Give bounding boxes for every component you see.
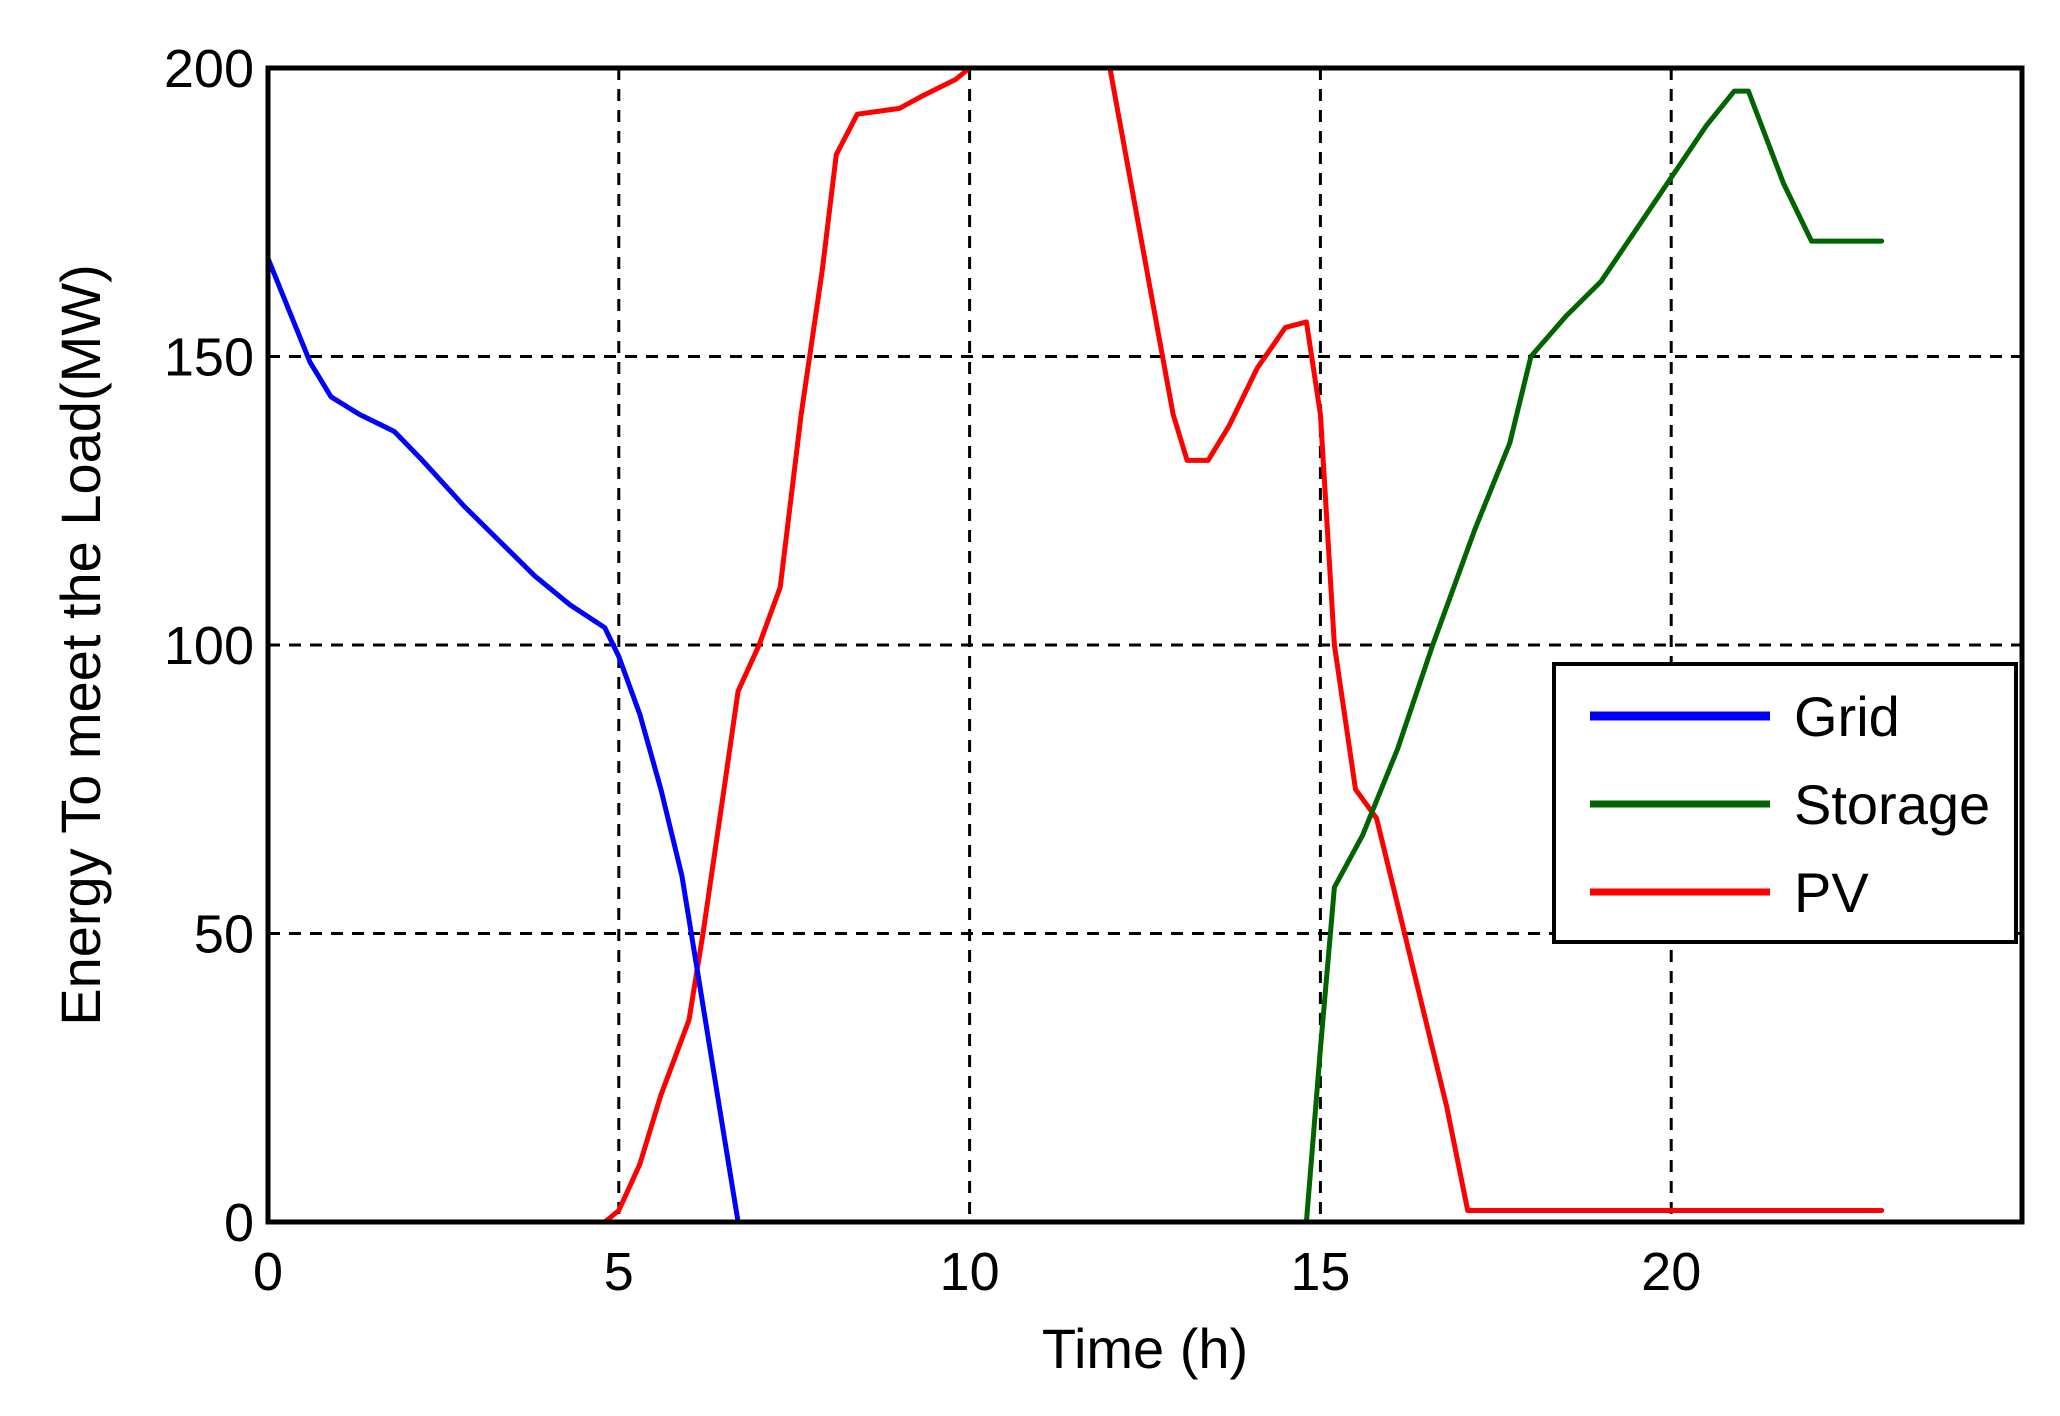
- x-tick-label: 20: [1641, 1242, 1701, 1302]
- y-tick-label: 50: [194, 905, 254, 965]
- x-tick-label: 5: [604, 1242, 634, 1302]
- x-tick-label: 15: [1290, 1242, 1350, 1302]
- x-tick-label: 0: [253, 1242, 283, 1302]
- legend-label-pv: PV: [1794, 861, 1869, 924]
- series-line-storage: [265, 88, 1885, 1225]
- x-tick-label: 10: [940, 1242, 1000, 1302]
- x-axis-label: Time (h): [1042, 1317, 1248, 1380]
- plot-area-frame: [265, 65, 2025, 1225]
- y-tick-label: 200: [164, 39, 254, 99]
- legend: Grid Storage PV: [1552, 662, 2018, 944]
- y-tick-label: 0: [224, 1193, 254, 1253]
- y-tick-label: 100: [164, 616, 254, 676]
- legend-label-storage: Storage: [1794, 773, 1990, 836]
- y-axis-label: Energy To meet the Load(MW): [49, 264, 112, 1026]
- grid-lines: [266, 66, 2022, 1224]
- legend-label-grid: Grid: [1794, 685, 1900, 748]
- y-tick-label: 150: [164, 328, 254, 388]
- series-line-grid: [265, 255, 1534, 1225]
- legend-box: [1552, 662, 2018, 944]
